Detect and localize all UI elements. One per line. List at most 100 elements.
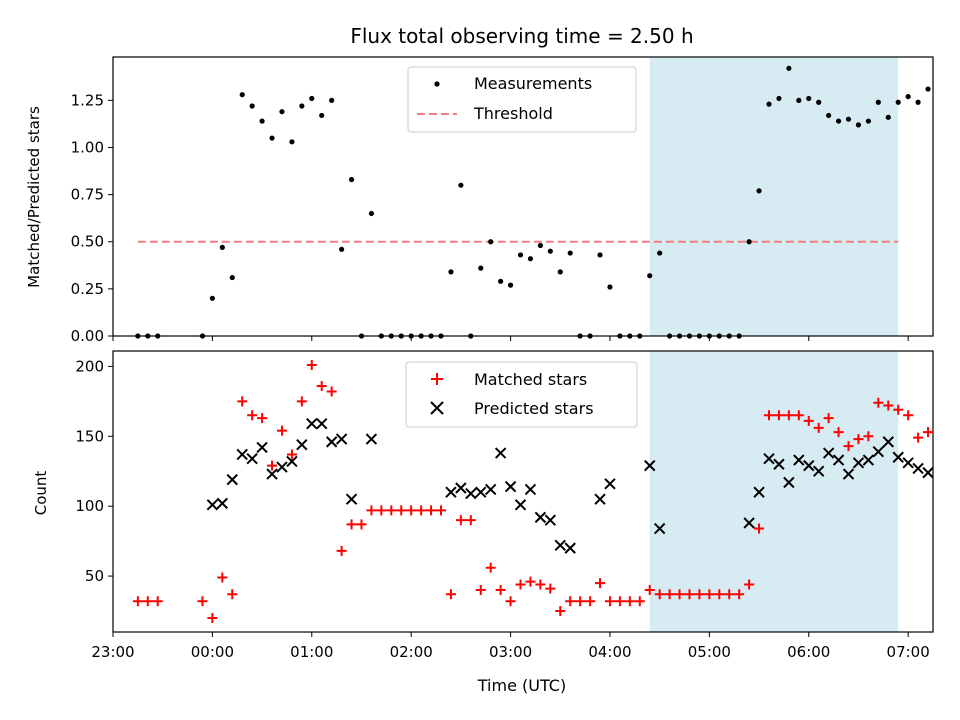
chart-marks: 23:00 00:00 01:00 02:00 03:00 04:00 05:00 06:00… [71, 65, 934, 661]
measurement-point [686, 333, 693, 339]
legend-matched-marker [431, 373, 443, 385]
matched-stars-point [873, 397, 884, 408]
matched-stars-point [833, 427, 844, 438]
count-legend: Matched stars Predicted stars [405, 361, 638, 428]
measurement-point [249, 103, 255, 109]
predicted-stars-point [793, 454, 805, 466]
matched-stars-point [684, 589, 695, 600]
matched-stars-point [376, 505, 387, 516]
matched-stars-point [426, 505, 437, 516]
predicted-stars-point [822, 447, 835, 459]
measurement-point [706, 333, 712, 339]
measurement-point [816, 99, 822, 105]
measurement-point [368, 210, 375, 217]
matched-stars-point [595, 578, 606, 589]
measurement-point [339, 246, 345, 252]
matched-stars-point [614, 596, 625, 607]
ratio-y-tick-label: 0.00 [71, 327, 104, 345]
measurement-point [219, 244, 225, 250]
predicted-stars-point [445, 486, 457, 498]
matched-stars-point [257, 413, 268, 424]
measurement-point [199, 333, 206, 339]
measurement-point [398, 333, 404, 339]
measurement-point [155, 333, 161, 339]
predicted-stars-point [335, 433, 348, 445]
predicted-stars-point [564, 542, 576, 554]
legend-matched-label: Matched stars [474, 370, 587, 389]
matched-stars-point [843, 441, 854, 452]
matched-stars-point [445, 589, 456, 600]
matched-stars-point [754, 523, 765, 534]
predicted-stars-point [306, 417, 318, 430]
measurement-point [507, 282, 514, 288]
predicted-stars-point [812, 465, 825, 477]
measurement-point [145, 333, 151, 339]
measurement-point [527, 256, 534, 262]
matched-stars-point [286, 449, 297, 460]
measurement-point [657, 250, 663, 256]
measurement-point [905, 93, 911, 100]
predicted-stars-point [912, 462, 924, 475]
matched-stars-point [764, 410, 774, 421]
measurement-point [925, 86, 931, 92]
matched-stars-point [455, 515, 466, 526]
predicted-stars-point [276, 461, 288, 473]
ratio-plot-frame [112, 56, 934, 337]
matched-stars-point [436, 505, 446, 516]
x-tick-label: 00:00 [191, 643, 234, 661]
measurement-point [796, 97, 802, 103]
predicted-stars-point [345, 493, 358, 505]
matched-stars-point [142, 596, 153, 607]
matched-stars-point [237, 396, 248, 407]
predicted-stars-point [902, 457, 914, 469]
predicted-stars-point [325, 436, 338, 448]
measurement-point [239, 92, 245, 98]
matched-stars-point [654, 589, 665, 600]
predicted-stars-point [524, 483, 537, 496]
predicted-stars-point [653, 522, 666, 535]
predicted-stars-point [256, 441, 268, 454]
predicted-stars-point [594, 493, 606, 505]
measurement-point [716, 333, 722, 339]
measurement-point [547, 248, 553, 254]
legend-predicted-marker [430, 401, 444, 415]
matched-stars-point [495, 585, 506, 596]
measurement-point [428, 333, 434, 339]
matched-stars-point [346, 519, 357, 530]
x-tick-label: 05:00 [688, 643, 731, 661]
count-plot-frame [112, 350, 934, 633]
measurement-point [478, 265, 484, 271]
measurement-point [875, 99, 881, 105]
matched-stars-point [525, 576, 536, 587]
ratio-y-tick-label: 1.25 [71, 91, 104, 109]
ratio-y-tick-label: 0.50 [71, 233, 104, 251]
matched-stars-point [893, 404, 904, 415]
measurement-point [468, 333, 474, 339]
measurement-point [676, 333, 683, 339]
measurement-point [259, 118, 265, 124]
measurement-point [348, 176, 355, 183]
x-tick-label: 07:00 [887, 643, 930, 661]
matched-stars-point [624, 596, 635, 607]
ratio-legend: Measurements Threshold [407, 66, 637, 133]
predicted-stars-point [604, 478, 616, 490]
matched-stars-point [604, 596, 615, 607]
predicted-stars-point [296, 438, 308, 451]
predicted-stars-point [773, 458, 785, 470]
predicted-stars-point [832, 454, 845, 466]
measurement-point [895, 99, 901, 105]
measurement-point [746, 239, 752, 245]
matched-stars-point [276, 425, 287, 436]
matched-stars-point [316, 380, 327, 391]
measurement-point [135, 333, 141, 339]
matched-stars-point [217, 572, 228, 583]
ratio-y-tick-label: 1.00 [71, 138, 104, 156]
measurement-point [587, 333, 593, 339]
matched-stars-point [575, 596, 586, 607]
matched-stars-point [565, 596, 576, 607]
measurement-point [736, 333, 742, 339]
matched-stars-point [545, 583, 556, 594]
measurement-point [388, 333, 394, 339]
matched-stars-point [773, 410, 784, 421]
measurement-point [865, 118, 871, 124]
